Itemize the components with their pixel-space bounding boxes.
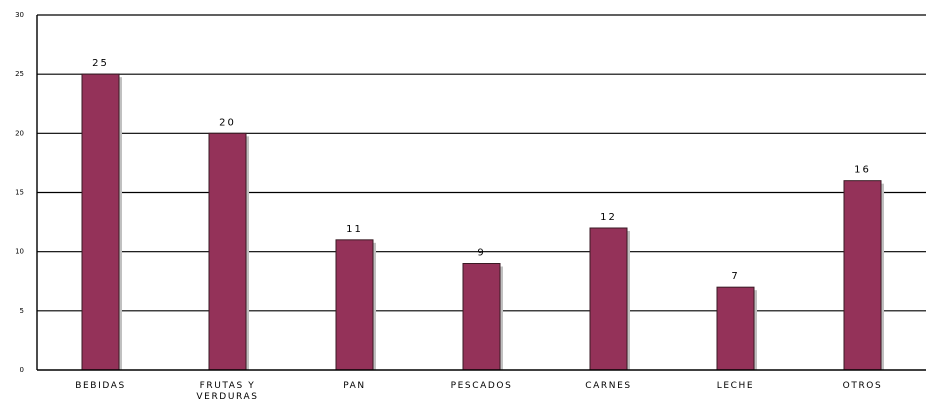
- bar: [462, 263, 501, 371]
- data-label: 12: [600, 212, 617, 223]
- bar: [589, 227, 628, 371]
- x-axis-ticks: BEBIDAS FRUTAS Y VERDURAS PAN PESCADOS CARNES…: [75, 381, 883, 402]
- data-label: 9: [477, 248, 485, 259]
- x-tick-label-line: BEBIDAS: [75, 381, 126, 391]
- x-tick-label-line: VERDURAS: [196, 392, 258, 402]
- x-tick-label-line: FRUTAS Y: [200, 381, 256, 391]
- data-label: 16: [854, 165, 871, 176]
- x-tick-label-line: LECHE: [717, 381, 754, 391]
- y-tick-label: 10: [15, 248, 24, 256]
- y-axis-ticks: 0 5 10 15 20 25 30: [15, 11, 24, 374]
- bar: [716, 286, 755, 371]
- bars: [81, 73, 884, 371]
- x-tick-label: BEBIDAS: [75, 381, 126, 391]
- y-tick-label: 5: [20, 307, 24, 315]
- data-label: 20: [219, 117, 236, 128]
- data-label: 11: [346, 224, 363, 235]
- x-tick-label-line: PAN: [343, 381, 366, 391]
- x-tick-label-line: PESCADOS: [451, 381, 513, 391]
- data-labels: 25 20 11 9 12 7 16: [92, 58, 871, 282]
- x-tick-label-line: CARNES: [585, 381, 631, 391]
- x-tick-label-line: OTROS: [843, 381, 883, 391]
- bar: [81, 73, 120, 371]
- x-tick-label: PESCADOS: [451, 381, 513, 391]
- x-tick-label: CARNES: [585, 381, 631, 391]
- x-tick-label: FRUTAS Y VERDURAS: [196, 381, 258, 402]
- y-tick-label: 30: [15, 11, 24, 19]
- data-label: 25: [92, 58, 109, 69]
- bar: [335, 239, 374, 371]
- data-label: 7: [731, 271, 739, 282]
- y-tick-label: 0: [20, 366, 24, 374]
- grid-lines: [37, 14, 926, 312]
- y-tick-label: 15: [15, 189, 24, 197]
- x-tick-label: LECHE: [717, 381, 754, 391]
- y-tick-label: 25: [15, 70, 24, 78]
- bar: [843, 180, 882, 371]
- bar: [208, 132, 247, 371]
- x-tick-label: OTROS: [843, 381, 883, 391]
- y-tick-label: 20: [15, 129, 24, 137]
- x-tick-label: PAN: [343, 381, 366, 391]
